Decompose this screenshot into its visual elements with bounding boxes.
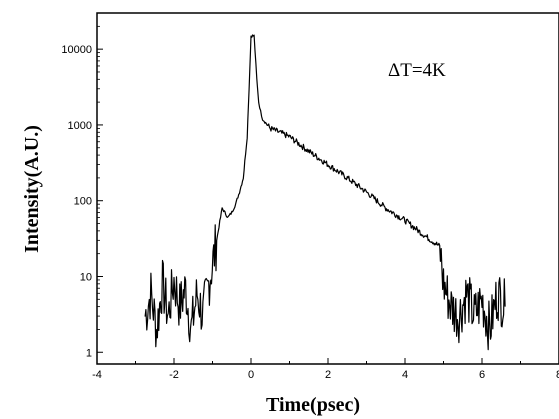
- annotation-label: ΔT=4K: [388, 60, 446, 81]
- y-tick-label-1: 10: [80, 271, 92, 283]
- y-tick-label-0: 1: [86, 347, 92, 359]
- y-axis-title: Intensity(A.U.): [21, 125, 43, 253]
- series-line: [144, 34, 506, 351]
- y-tick-label-3: 1000: [68, 120, 92, 132]
- x-tick-label-2: 0: [248, 369, 254, 381]
- x-tick-label-0: -4: [92, 369, 102, 381]
- x-axis-title: Time(psec): [266, 394, 360, 416]
- x-tick-label-4: 4: [402, 369, 408, 381]
- x-tick-label-1: -2: [169, 369, 179, 381]
- y-tick-label-4: 10000: [61, 44, 92, 56]
- x-tick-label-6: 8: [556, 369, 559, 381]
- x-tick-label-3: 2: [325, 369, 331, 381]
- y-tick-label-2: 100: [74, 196, 92, 208]
- x-tick-label-5: 6: [479, 369, 485, 381]
